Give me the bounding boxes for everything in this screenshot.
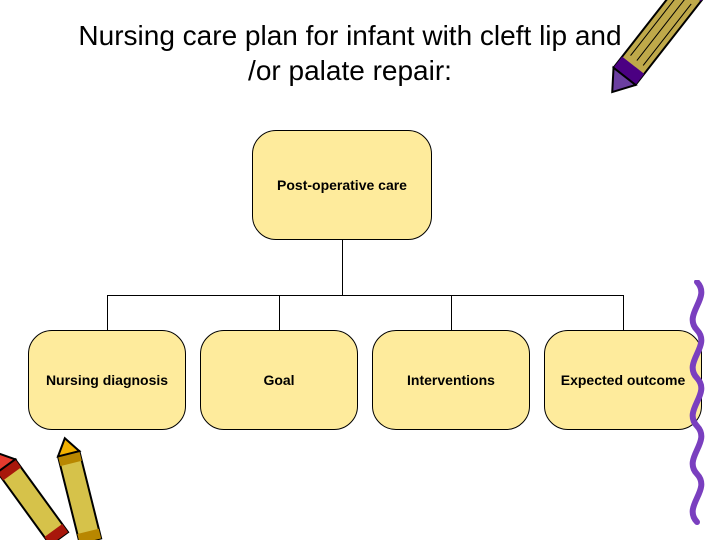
crayon-icon: [596, 0, 720, 114]
connector-line: [107, 295, 108, 330]
node-root: Post-operative care: [252, 130, 432, 240]
connector-line: [623, 295, 624, 330]
slide: Nursing care plan for infant with cleft …: [0, 0, 720, 540]
connector-line: [451, 295, 452, 330]
node-label: Expected outcome: [561, 372, 685, 388]
node-interventions: Interventions: [372, 330, 530, 430]
node-label: Goal: [263, 372, 294, 388]
node-root-label: Post-operative care: [277, 177, 407, 193]
squiggle-icon: [680, 280, 714, 530]
page-title: Nursing care plan for infant with cleft …: [70, 18, 630, 88]
connector-line: [279, 295, 280, 330]
crayons-icon: [0, 418, 132, 540]
node-expected-outcome: Expected outcome: [544, 330, 702, 430]
node-label: Nursing diagnosis: [46, 372, 168, 388]
connector-line: [107, 295, 623, 296]
node-nursing-diagnosis: Nursing diagnosis: [28, 330, 186, 430]
node-label: Interventions: [407, 372, 495, 388]
node-goal: Goal: [200, 330, 358, 430]
connector-line: [342, 240, 343, 295]
